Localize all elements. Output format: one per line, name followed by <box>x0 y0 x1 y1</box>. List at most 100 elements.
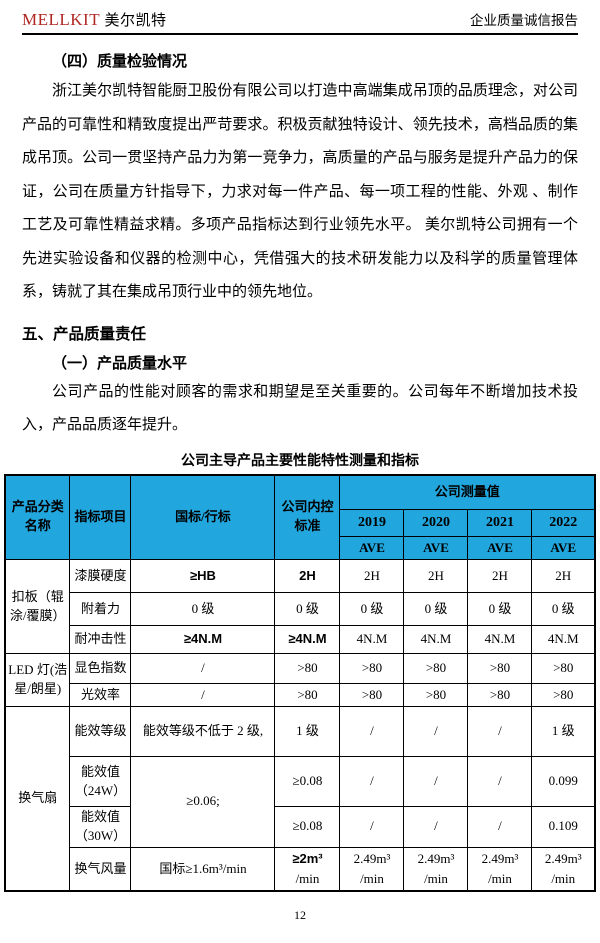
indicator-cell: 耐冲击性 <box>69 625 132 654</box>
value-line2: /min <box>424 870 448 886</box>
indicator-cell: 换气风量 <box>69 846 132 892</box>
indicator-cell: 漆膜硬度 <box>69 559 132 593</box>
standard-cell: 能效等级不低于 2 级, <box>130 706 276 757</box>
value-2022-cell: 2.49m³ /min <box>531 846 596 892</box>
group-cell-buckle-plate: 扣板（辊涂/覆膜） <box>4 559 71 654</box>
internal-standard-line2: /min <box>295 870 320 886</box>
internal-standard-cell: 1 级 <box>274 706 341 757</box>
standard-cell: 0 级 <box>130 592 276 626</box>
standard-cell: ≥4N.M <box>130 625 276 654</box>
value-2020-cell: 4N.M <box>403 625 469 654</box>
value-2021-cell: >80 <box>467 683 533 707</box>
table-row-paint-hardness: 扣板（辊涂/覆膜） 漆膜硬度 ≥HB 2H 2H 2H 2H 2H <box>4 559 596 654</box>
value-2020-cell: 2H <box>403 559 469 593</box>
page-header: MELLKIT 美尔凯特 企业质量诚信报告 <box>22 0 578 35</box>
col-header-year-2021: 2021 <box>467 509 533 537</box>
value-2021-cell: 2H <box>467 559 533 593</box>
value-2022-cell: 0.109 <box>531 806 596 848</box>
value-2021-cell: 2.49m³ /min <box>467 846 533 892</box>
value-2022-cell: >80 <box>531 653 596 684</box>
value-2022-cell: 4N.M <box>531 625 596 654</box>
value-2020-cell: / <box>403 756 469 807</box>
standard-cell-merged: ≥0.06; <box>130 756 276 848</box>
brand-logo: MELLKIT 美尔凯特 <box>22 9 167 30</box>
value-2022-cell: >80 <box>531 683 596 707</box>
section5-1-heading: （一）产品质量水平 <box>52 355 188 372</box>
value-line1: 2.49m³ <box>417 851 455 867</box>
value-2020-cell: 0 级 <box>403 592 469 626</box>
value-2020-cell: 2.49m³ /min <box>403 846 469 892</box>
col-header-year-2020: 2020 <box>403 509 469 537</box>
internal-standard-cell: ≥4N.M <box>274 625 341 654</box>
internal-standard-cell: 2H <box>274 559 341 593</box>
indicator-cell: 能效等级 <box>69 706 132 757</box>
table-header-row-ave: AVE AVE AVE AVE <box>5 536 596 560</box>
value-2019-cell: / <box>339 756 405 807</box>
col-header-ave-2020: AVE <box>403 536 469 560</box>
value-line2: /min <box>360 870 384 886</box>
value-2022-cell: 0 级 <box>531 592 596 626</box>
internal-standard-cell: ≥2m³ /min <box>274 846 341 892</box>
value-2019-cell: 0 级 <box>339 592 405 626</box>
internal-standard-cell: ≥0.08 <box>274 806 341 848</box>
value-2019-cell: >80 <box>339 683 405 707</box>
internal-standard-cell: ≥0.08 <box>274 756 341 807</box>
col-header-indicator-item: 指标项目 <box>69 474 132 560</box>
section4-heading: （四）质量检验情况 <box>52 54 188 70</box>
internal-standard-cell: 0 级 <box>274 592 341 626</box>
indicator-cell: 能效值（30W） <box>69 806 132 848</box>
value-2021-cell: >80 <box>467 653 533 684</box>
value-line1: 2.49m³ <box>353 851 391 867</box>
value-2021-cell: / <box>467 706 533 757</box>
col-header-internal-standard: 公司内控标准 <box>274 474 341 560</box>
table-row-color-rendering-index: LED 灯(浩星/朗星) 显色指数 / >80 >80 >80 >80 >80 <box>4 653 596 707</box>
group-cell-led-lamp: LED 灯(浩星/朗星) <box>4 653 71 707</box>
value-line2: /min <box>551 870 576 886</box>
value-2020-cell: >80 <box>403 653 469 684</box>
value-2020-cell: >80 <box>403 683 469 707</box>
value-2019-cell: / <box>339 806 405 848</box>
indicator-cell: 显色指数 <box>69 653 132 684</box>
page-content: （四）质量检验情况 浙江美尔凯特智能厨卫股份有限公司以打造中高端集成吊顶的品质理… <box>22 50 578 470</box>
table-row-adhesion: 附着力 0 级 0 级 0 级 0 级 0 级 0 级 <box>5 592 596 626</box>
col-header-ave-2021: AVE <box>467 536 533 560</box>
standard-cell: / <box>130 653 276 684</box>
paragraph-quality-inspection: 浙江美尔凯特智能厨卫股份有限公司以打造中高端集成吊顶的品质理念，对公司产品的可靠… <box>22 83 578 300</box>
value-2021-cell: 4N.M <box>467 625 533 654</box>
col-header-national-standard: 国标/行标 <box>130 474 276 560</box>
col-header-ave-2019: AVE <box>339 536 405 560</box>
internal-standard-cell: >80 <box>274 683 341 707</box>
value-2022-cell: 0.099 <box>531 756 596 807</box>
table-row-energy-efficiency-grade: 换气扇 能效等级 能效等级不低于 2 级, 1 级 / / / 1 级 <box>4 706 596 892</box>
value-2020-cell: / <box>403 706 469 757</box>
table-row-energy-efficiency-30w: 能效值（30W） ≥0.08 / / / 0.109 <box>5 806 596 848</box>
value-2021-cell: / <box>467 806 533 848</box>
brand-name-en: MELLKIT <box>22 10 100 29</box>
value-2020-cell: / <box>403 806 469 848</box>
report-title: 企业质量诚信报告 <box>470 13 578 28</box>
standard-cell: 国标≥1.6m³/min <box>130 846 276 892</box>
product-performance-table: 产品分类名称 指标项目 国标/行标 公司内控标准 公司测量值 2019 2020… <box>3 473 596 893</box>
col-header-product-category: 产品分类名称 <box>4 474 71 560</box>
value-2021-cell: / <box>467 756 533 807</box>
standard-cell: ≥HB <box>130 559 276 593</box>
indicator-cell: 光效率 <box>69 683 132 707</box>
section5-heading: 五、产品质量责任 <box>22 325 147 343</box>
value-line1: 2.49m³ <box>544 851 582 867</box>
col-header-year-2019: 2019 <box>339 509 405 537</box>
table-row-energy-efficiency-24w: 能效值（24W） ≥0.06; ≥0.08 / / / 0.099 <box>5 756 596 848</box>
table-row-air-volume: 换气风量 国标≥1.6m³/min ≥2m³ /min 2.49m³ /min … <box>5 846 596 892</box>
value-2021-cell: 0 级 <box>467 592 533 626</box>
table-header-row-1: 产品分类名称 指标项目 国标/行标 公司内控标准 公司测量值 <box>4 474 596 560</box>
value-2022-cell: 1 级 <box>531 706 596 757</box>
value-2019-cell: 4N.M <box>339 625 405 654</box>
page-number: 12 <box>294 908 306 922</box>
group-cell-ventilation-fan: 换气扇 <box>4 706 71 892</box>
col-header-ave-2022: AVE <box>531 536 596 560</box>
value-2019-cell: / <box>339 706 405 757</box>
internal-standard-cell: >80 <box>274 653 341 684</box>
value-2019-cell: 2.49m³ /min <box>339 846 405 892</box>
value-2019-cell: >80 <box>339 653 405 684</box>
indicator-cell: 附着力 <box>69 592 132 626</box>
